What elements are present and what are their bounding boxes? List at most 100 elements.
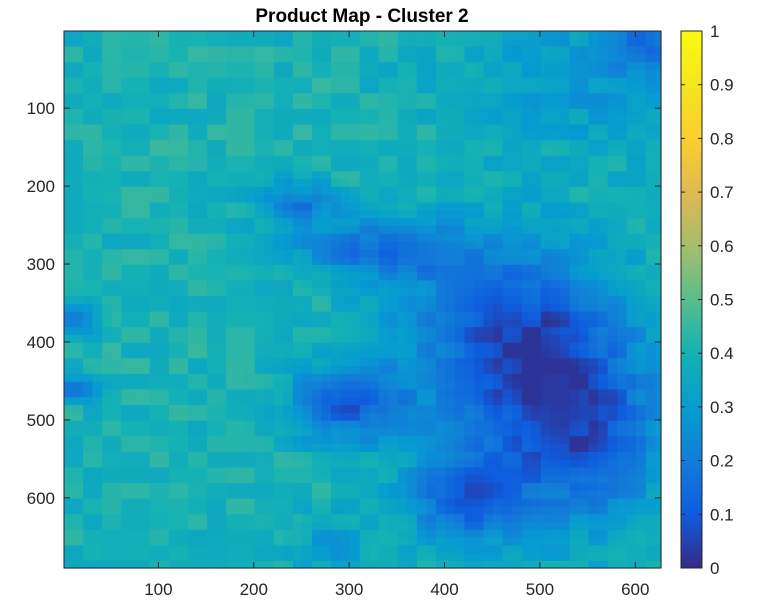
heatmap-cell xyxy=(435,62,447,71)
heatmap-cell xyxy=(598,522,609,531)
heatmap-cell xyxy=(474,249,485,258)
heatmap-cell xyxy=(283,249,294,258)
heatmap-cell xyxy=(588,225,599,235)
heatmap-cell xyxy=(502,334,513,344)
heatmap-cell xyxy=(378,545,389,554)
heatmap-cell xyxy=(302,436,313,445)
heatmap-cell xyxy=(559,389,571,398)
heatmap-cell xyxy=(636,132,647,141)
heatmap-cell xyxy=(130,436,141,445)
plot-frame xyxy=(63,30,662,569)
heatmap-cell xyxy=(187,451,199,461)
heatmap-cell xyxy=(64,116,75,126)
heatmap-cell xyxy=(130,62,141,71)
heatmap-cell xyxy=(655,342,662,352)
heatmap-cell xyxy=(245,186,256,196)
heatmap-cell xyxy=(187,257,199,266)
heatmap-cell xyxy=(207,249,218,258)
heatmap-cell xyxy=(254,397,265,406)
heatmap-cell xyxy=(178,358,189,367)
heatmap-cell xyxy=(140,132,151,141)
heatmap-cell xyxy=(636,194,647,204)
heatmap-cell xyxy=(235,31,246,40)
heatmap-cell xyxy=(92,147,103,157)
heatmap-cell xyxy=(73,537,84,546)
heatmap-cell xyxy=(359,69,370,79)
heatmap-cell xyxy=(64,62,75,71)
heatmap-cell xyxy=(588,514,599,523)
heatmap-cell xyxy=(111,529,122,539)
heatmap-cell xyxy=(617,397,628,406)
heatmap-cell xyxy=(283,522,294,531)
heatmap-cell xyxy=(569,93,580,102)
heatmap-cell xyxy=(464,225,475,235)
heatmap-cell xyxy=(178,31,189,40)
heatmap-cell xyxy=(340,514,351,523)
heatmap-cell xyxy=(388,358,399,367)
heatmap-cell xyxy=(292,101,304,110)
heatmap-cell xyxy=(83,163,94,172)
heatmap-cell xyxy=(464,553,475,562)
heatmap-cell xyxy=(111,334,122,344)
heatmap-cell xyxy=(388,373,399,383)
heatmap-cell xyxy=(311,405,323,414)
heatmap-cell xyxy=(121,358,132,367)
heatmap-cell xyxy=(359,272,370,281)
heatmap-cell xyxy=(350,389,361,398)
heatmap-cell xyxy=(397,93,408,102)
heatmap-cell xyxy=(502,327,513,336)
heatmap-cell xyxy=(121,69,132,79)
heatmap-cell xyxy=(159,93,170,102)
heatmap-cell xyxy=(550,295,561,305)
heatmap-cell xyxy=(111,249,122,258)
heatmap-cell xyxy=(636,124,647,133)
heatmap-cell xyxy=(607,303,618,313)
heatmap-cell xyxy=(168,436,180,445)
heatmap-cell xyxy=(311,264,323,274)
heatmap-cell xyxy=(493,108,504,118)
heatmap-cell xyxy=(273,93,284,102)
heatmap-cell xyxy=(340,350,351,359)
heatmap-cell xyxy=(292,202,304,211)
heatmap-cell xyxy=(464,218,475,227)
heatmap-cell xyxy=(493,163,504,172)
heatmap-cell xyxy=(464,140,475,149)
heatmap-cell xyxy=(331,202,342,211)
heatmap-cell xyxy=(617,233,628,243)
heatmap-cell xyxy=(397,506,408,515)
heatmap-cell xyxy=(235,436,246,445)
heatmap-cell xyxy=(483,303,494,313)
heatmap-cell xyxy=(273,147,284,157)
heatmap-cell xyxy=(302,350,313,359)
heatmap-cell xyxy=(178,327,189,336)
heatmap-cell xyxy=(311,436,323,445)
heatmap-cell xyxy=(617,147,628,157)
heatmap-cell xyxy=(598,334,609,344)
heatmap-cell xyxy=(168,147,180,157)
heatmap-cell xyxy=(207,257,218,266)
heatmap-cell xyxy=(435,514,447,523)
heatmap-cell xyxy=(149,202,160,211)
heatmap-cell xyxy=(483,327,494,336)
heatmap-cell xyxy=(588,249,599,258)
heatmap-cell xyxy=(493,451,504,461)
heatmap-cell xyxy=(64,54,75,63)
heatmap-cell xyxy=(359,405,370,414)
heatmap-cell xyxy=(102,459,113,469)
heatmap-cell xyxy=(245,233,256,243)
heatmap-cell xyxy=(626,249,637,258)
heatmap-cell xyxy=(559,93,571,102)
heatmap-cell xyxy=(321,514,332,523)
heatmap-cell xyxy=(130,467,141,476)
heatmap-cell xyxy=(435,155,447,165)
heatmap-cell xyxy=(73,233,84,243)
heatmap-cell xyxy=(388,108,399,118)
heatmap-cell xyxy=(350,366,361,375)
heatmap-cell xyxy=(416,46,427,55)
heatmap-cell xyxy=(607,179,618,188)
heatmap-cell xyxy=(626,303,637,313)
heatmap-cell xyxy=(397,186,408,196)
heatmap-cell xyxy=(588,428,599,437)
heatmap-cell xyxy=(655,171,662,180)
heatmap-cell xyxy=(187,264,199,274)
